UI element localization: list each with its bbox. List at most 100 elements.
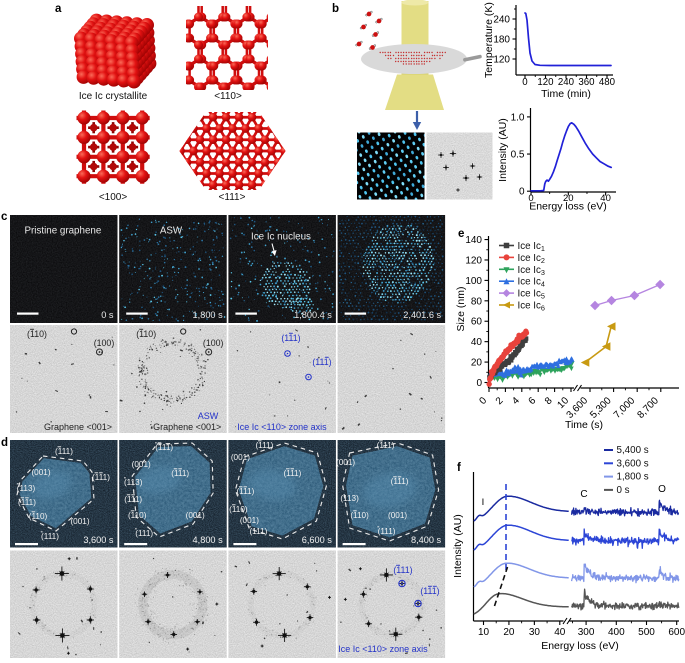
svg-text:Ice Ic3: Ice Ic3 [518,265,545,277]
svg-text:120: 120 [493,55,510,66]
svg-text:500: 500 [638,627,655,638]
svg-text:40: 40 [600,193,611,204]
svg-text:240: 240 [558,77,575,88]
svg-text:0: 0 [476,378,482,389]
svg-text:Graphene <001>: Graphene <001> [153,422,221,432]
svg-text:(113): (113) [124,478,143,487]
svg-text:Time (min): Time (min) [541,88,591,100]
svg-text:(001): (001) [336,458,355,467]
svg-text:Ice Ic4: Ice Ic4 [518,277,545,289]
svg-text:0.5: 0.5 [511,150,525,161]
svg-text:20: 20 [471,358,483,369]
svg-text:(111): (111) [393,565,412,575]
svg-text:140: 140 [465,235,482,246]
svg-text:5,400 s: 5,400 s [617,445,649,456]
svg-text:(113): (113) [17,484,36,493]
svg-text:(110): (110) [27,329,47,339]
svg-text:Ice Ic6: Ice Ic6 [518,301,545,313]
svg-text:(111): (111) [249,527,267,536]
svg-text:100: 100 [465,276,482,287]
svg-text:Ice Ic <110> zone axis: Ice Ic <110> zone axis [338,644,428,654]
svg-text:(111): (111) [55,447,73,456]
svg-text:ASW: ASW [160,226,183,237]
svg-text:(110): (110) [29,512,48,521]
svg-text:2,401.6 s: 2,401.6 s [403,310,441,320]
svg-text:80: 80 [471,296,483,307]
svg-text:(111): (111) [281,333,300,343]
svg-text:(001): (001) [70,517,89,526]
svg-text:(110): (110) [128,511,147,520]
svg-text:10: 10 [478,627,490,638]
svg-text:(001): (001) [132,460,151,469]
svg-text:(001): (001) [186,511,205,520]
svg-text:120: 120 [537,77,554,88]
svg-text:Time (s): Time (s) [565,419,603,431]
svg-text:0: 0 [519,187,525,198]
svg-text:ASW: ASW [198,411,219,421]
svg-text:Ice Ic5: Ice Ic5 [518,289,545,301]
svg-text:Ice Ic crystallite: Ice Ic crystallite [79,91,148,102]
svg-text:1,800.4 s: 1,800.4 s [294,310,332,320]
svg-text:Ice Ic <110> zone axis: Ice Ic <110> zone axis [237,422,327,432]
svg-text:(100): (100) [203,338,224,348]
svg-text:(111): (111) [312,357,331,367]
svg-text:I: I [482,497,485,508]
svg-text:Energy loss (eV): Energy loss (eV) [541,640,619,652]
svg-text:Graphene <001>: Graphene <001> [44,422,112,432]
svg-text:(001): (001) [240,516,259,525]
svg-text:0: 0 [522,77,528,88]
svg-text:(111): (111) [171,469,189,478]
svg-text:240: 240 [493,15,510,26]
svg-text:Energy loss (eV): Energy loss (eV) [529,201,607,213]
svg-text:1,800 s: 1,800 s [617,472,649,483]
svg-text:Intensity (AU): Intensity (AU) [452,514,464,578]
svg-text:(110): (110) [229,505,248,514]
svg-text:Ice Ic nucleus: Ice Ic nucleus [251,232,311,243]
svg-text:60: 60 [471,317,483,328]
svg-text:360: 360 [578,77,595,88]
svg-text:c: c [1,211,8,223]
svg-text:1.0: 1.0 [511,112,525,123]
svg-text:(111): (111) [255,441,273,450]
svg-text:(110): (110) [136,329,156,339]
svg-text:<111>: <111> [219,192,246,203]
svg-text:20: 20 [563,193,574,204]
svg-text:600: 600 [668,627,685,638]
svg-text:8,400 s: 8,400 s [411,535,442,545]
svg-text:(113): (113) [340,494,359,503]
svg-text:(111): (111) [420,586,439,596]
svg-text:(100): (100) [94,338,115,348]
svg-text:Temperature (K): Temperature (K) [483,2,495,78]
svg-text:Size (nm): Size (nm) [455,287,467,332]
svg-text:(110): (110) [350,511,369,520]
svg-text:(111): (111) [283,469,301,478]
svg-text:300: 300 [578,627,595,638]
svg-text:3,600 s: 3,600 s [617,458,649,469]
svg-text:1,800 s: 1,800 s [193,310,224,320]
svg-text:40: 40 [471,337,483,348]
svg-text:30: 30 [529,627,541,638]
svg-text:(001): (001) [231,453,250,462]
svg-text:(111): (111) [18,498,36,507]
svg-text:20: 20 [503,627,515,638]
svg-text:400: 400 [608,627,625,638]
svg-text:3,600 s: 3,600 s [83,535,114,545]
svg-text:<100>: <100> [99,192,128,203]
svg-text:Pristine graphene: Pristine graphene [25,226,102,237]
svg-text:(111): (111) [236,487,254,496]
svg-text:(001): (001) [31,468,50,477]
svg-text:0 s: 0 s [617,485,630,496]
svg-text:<110>: <110> [214,91,242,102]
svg-text:a: a [55,3,62,15]
svg-text:C: C [580,489,587,500]
svg-text:(111): (111) [92,473,110,482]
svg-text:Intensity (AU): Intensity (AU) [497,118,509,182]
svg-text:b: b [332,3,339,15]
svg-text:Ice Ic1: Ice Ic1 [518,241,545,253]
svg-text:f: f [457,462,461,474]
svg-text:4,800 s: 4,800 s [193,535,224,545]
svg-text:Ice Ic2: Ice Ic2 [518,253,545,265]
svg-text:(111): (111) [124,495,142,504]
svg-text:(001): (001) [388,511,407,520]
svg-text:480: 480 [599,77,616,88]
